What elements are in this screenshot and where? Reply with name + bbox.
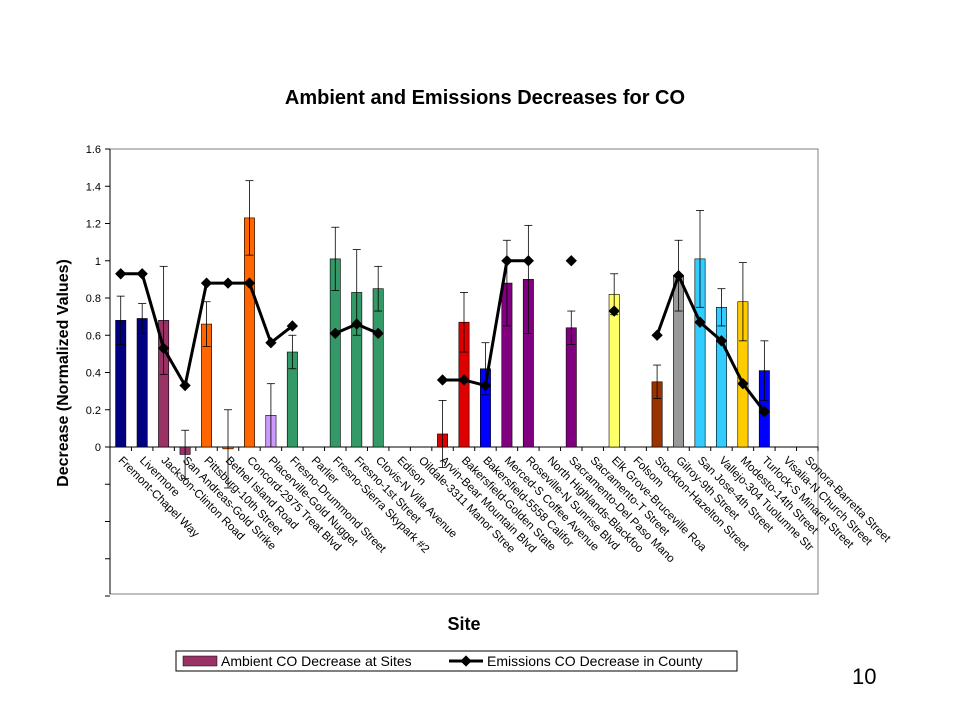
plot-area bbox=[105, 148, 819, 597]
emissions-marker bbox=[179, 379, 191, 392]
emissions-line-segment bbox=[655, 271, 766, 413]
bar-clovis-n-villa-avenue bbox=[372, 288, 384, 448]
legend-label-ambient: Ambient CO Decrease at Sites bbox=[221, 653, 412, 669]
emissions-marker bbox=[265, 337, 277, 349]
emissions-marker bbox=[565, 255, 577, 267]
y-tick-label: 0.6 bbox=[86, 330, 101, 342]
emissions-marker bbox=[737, 378, 749, 390]
emissions-marker bbox=[501, 255, 513, 267]
emissions-marker bbox=[672, 269, 685, 282]
emissions-marker bbox=[351, 318, 363, 330]
y-tick-labels: 1.6 1.4 1.2 1 0.8 0.6 0.4 0.2 0 bbox=[86, 144, 101, 454]
legend-label-emissions: Emissions CO Decrease in County bbox=[487, 653, 703, 669]
emissions-marker bbox=[329, 327, 341, 340]
y-tick-label: 0.4 bbox=[86, 368, 101, 380]
y-tick-label: 1.2 bbox=[86, 219, 101, 231]
y-tick-label: 0.8 bbox=[86, 293, 101, 305]
y-tick-label: 0 bbox=[95, 442, 101, 454]
y-tick-label: 1.6 bbox=[86, 144, 101, 156]
bar-elk-grove-bruceville-roa bbox=[608, 293, 620, 448]
legend-swatch-marker bbox=[460, 655, 472, 667]
x-tick-labels: Fremont-Chapel WayLivermoreJackson-Clint… bbox=[116, 455, 893, 566]
y-tick-label: 0.2 bbox=[86, 405, 101, 417]
emissions-marker bbox=[200, 277, 213, 289]
emissions-marker bbox=[436, 374, 449, 386]
emissions-marker bbox=[608, 305, 620, 317]
emissions-marker bbox=[136, 268, 148, 280]
bar-vallejo-304-tuolumne-str bbox=[716, 307, 727, 448]
emissions-marker bbox=[222, 277, 234, 289]
emissions-marker bbox=[522, 255, 535, 267]
emissions-marker bbox=[157, 342, 170, 354]
legend-swatch-bar bbox=[182, 655, 218, 667]
chart-title: Ambient and Emissions Decreases for CO bbox=[285, 87, 685, 109]
emissions-marker bbox=[715, 335, 728, 347]
emissions-marker bbox=[458, 374, 470, 386]
y-tick-label: 1.4 bbox=[86, 181, 101, 193]
emissions-marker bbox=[243, 277, 256, 289]
emissions-marker bbox=[758, 405, 771, 418]
slide-number: 10 bbox=[852, 664, 877, 689]
legend: Ambient CO Decrease at Sites Emissions C… bbox=[175, 650, 738, 672]
emissions-marker bbox=[286, 320, 299, 332]
emissions-marker bbox=[694, 316, 706, 328]
emissions-marker bbox=[479, 379, 492, 392]
y-tick-label: 1 bbox=[95, 256, 101, 268]
emissions-marker bbox=[372, 327, 384, 340]
bar-livermore bbox=[136, 318, 148, 448]
emissions-marker bbox=[651, 329, 663, 341]
bar-sacramento-del-paso-mano bbox=[565, 327, 577, 448]
x-axis-label: Site bbox=[447, 614, 480, 634]
emissions-marker bbox=[115, 268, 127, 280]
y-axis-label: Decrease (Normalized Values) bbox=[55, 259, 72, 487]
